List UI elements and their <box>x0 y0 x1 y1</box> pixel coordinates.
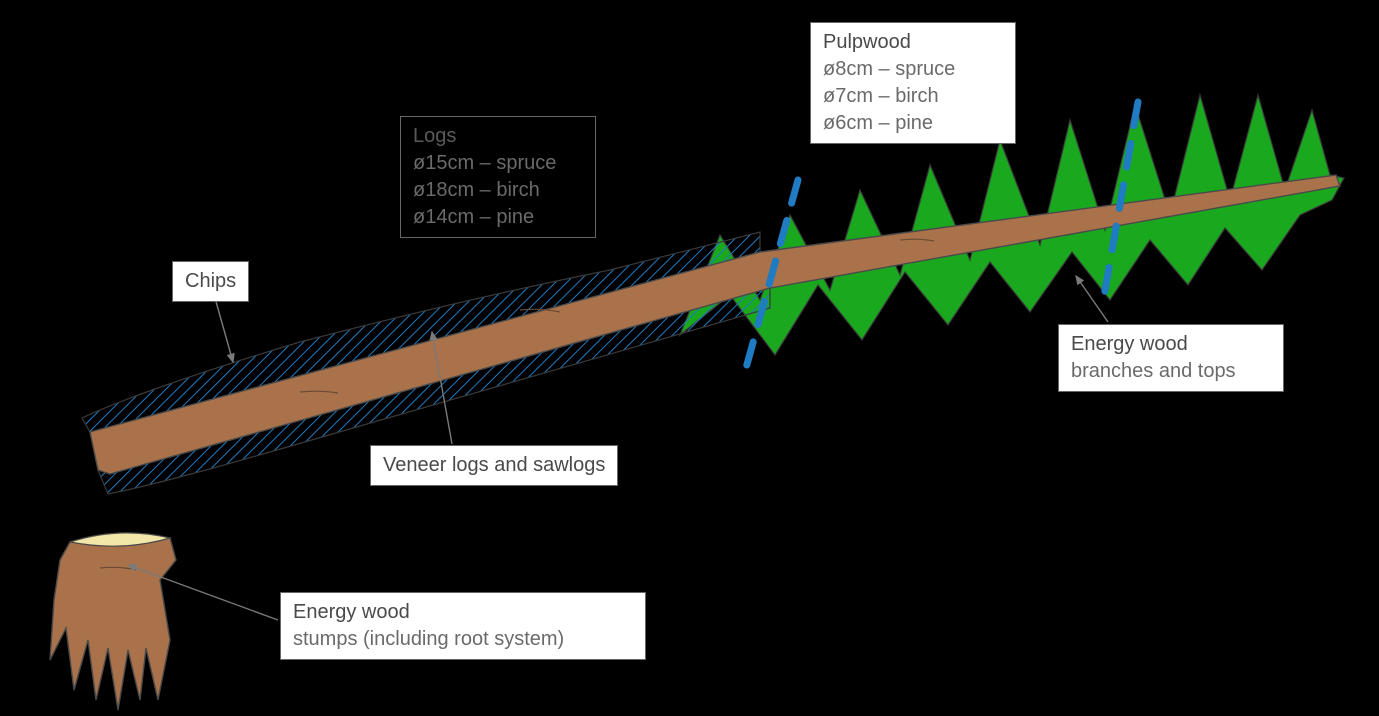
veneer-label: Veneer logs and sawlogs <box>370 445 618 486</box>
pulpwood-infobox: Pulpwood ø8cm – spruce ø7cm – birch ø6cm… <box>810 22 1016 144</box>
chips-arrow <box>215 298 233 362</box>
veneer-label-text: Veneer logs and sawlogs <box>383 454 605 476</box>
pulpwood-line-1: ø8cm – spruce <box>823 56 1003 83</box>
pulpwood-line-3: ø6cm – pine <box>823 110 1003 137</box>
pulpwood-line-2: ø7cm – birch <box>823 83 1003 110</box>
logs-title: Logs <box>413 123 583 150</box>
energy-branches-label: Energy wood branches and tops <box>1058 324 1284 392</box>
logs-line-3: ø14cm – pine <box>413 204 583 231</box>
logs-line-1: ø15cm – spruce <box>413 150 583 177</box>
energy-stumps-sub: stumps (including root system) <box>293 626 633 653</box>
chips-label: Chips <box>172 261 249 302</box>
chips-label-text: Chips <box>185 270 236 292</box>
energy-branches-title: Energy wood <box>1071 331 1271 358</box>
stump-body <box>50 538 176 710</box>
energy-stumps-label: Energy wood stumps (including root syste… <box>280 592 646 660</box>
logs-infobox: Logs ø15cm – spruce ø18cm – birch ø14cm … <box>400 116 596 238</box>
energy-branches-sub: branches and tops <box>1071 358 1271 385</box>
pulpwood-title: Pulpwood <box>823 29 1003 56</box>
logs-line-2: ø18cm – birch <box>413 177 583 204</box>
energy-stumps-title: Energy wood <box>293 599 633 626</box>
